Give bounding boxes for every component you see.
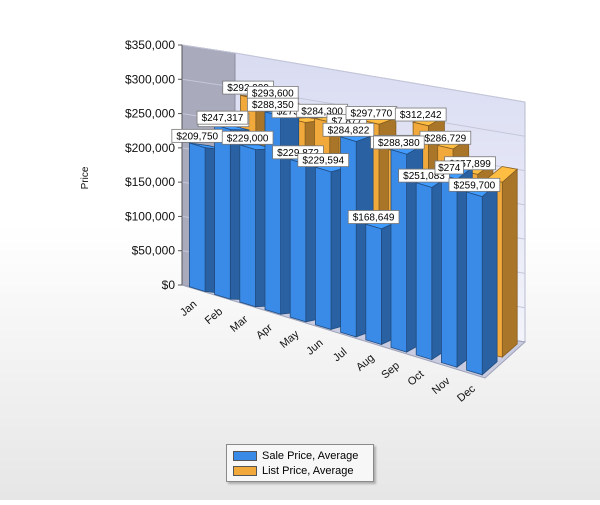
legend-label-list: List Price, Average <box>262 464 354 477</box>
x-tick-label: Jan <box>178 298 199 319</box>
x-tick-label: May <box>278 328 302 351</box>
data-label-box <box>196 110 249 125</box>
x-tick-label: Oct <box>406 368 427 388</box>
data-label-text: $297,770 <box>351 108 393 119</box>
data-label: $229,594 <box>297 153 350 167</box>
x-tick-label: Aug <box>354 352 377 374</box>
legend-swatch-sale <box>233 450 257 461</box>
data-label-box <box>297 153 350 167</box>
data-label-box <box>373 135 425 150</box>
y-tick-label: $150,000 <box>125 175 175 189</box>
x-tick-label: Dec <box>455 383 478 405</box>
x-tick-label: Mar <box>228 313 250 335</box>
x-tick-label: Sep <box>379 360 402 382</box>
data-label: $286,729 <box>419 130 472 145</box>
bar-front <box>415 182 433 361</box>
data-label-text: $288,350 <box>252 100 294 111</box>
data-label-text: $7,877 <box>331 116 362 127</box>
legend-item-list: List Price, Average <box>233 463 373 478</box>
bar-front <box>214 124 231 300</box>
bar <box>465 179 498 376</box>
data-label: $259,700 <box>448 177 501 192</box>
data-label-text: $293,600 <box>252 88 294 99</box>
y-tick-label: $350,000 <box>125 38 175 52</box>
data-label: $247,317 <box>196 110 249 125</box>
data-label-text: $229,000 <box>227 133 269 144</box>
bar-front <box>314 166 332 330</box>
x-tick-label: Jun <box>304 337 325 358</box>
bar-side <box>481 182 498 376</box>
data-label-text: $247,317 <box>202 113 244 124</box>
data-label-box <box>394 107 447 122</box>
data-label-text: $209,750 <box>176 131 218 142</box>
y-tick-label: $100,000 <box>125 209 175 223</box>
data-label: $274 <box>434 160 464 175</box>
legend-item-sale: Sale Price, Average <box>233 448 373 463</box>
bar-front <box>289 158 307 323</box>
y-tick-label: $200,000 <box>125 141 175 155</box>
data-label-box <box>434 160 464 175</box>
data-label: $284,822 <box>322 122 375 137</box>
y-tick-label: $250,000 <box>125 107 175 121</box>
data-label: $312,242 <box>394 107 447 122</box>
legend-label-sale: Sale Price, Average <box>262 449 359 462</box>
bar-front <box>466 191 483 376</box>
bar-front <box>188 142 206 293</box>
data-label-text: $257,899 <box>449 159 491 170</box>
data-labels: $237,132$292,999$293,600$275,273$284,300… <box>171 80 501 224</box>
legend-swatch-list <box>233 465 257 476</box>
data-label-text: $251,083 <box>403 171 445 182</box>
data-label-text: $286,729 <box>425 133 467 144</box>
legend: Sale Price, Average List Price, Average <box>226 444 374 482</box>
bar <box>339 131 375 338</box>
data-label-text: $168,649 <box>353 213 395 224</box>
data-label: $209,750 <box>171 128 224 143</box>
data-label-box <box>322 122 375 137</box>
data-label: $168,649 <box>347 210 400 224</box>
y-tick-label: $300,000 <box>125 72 175 86</box>
data-label: $297,770 <box>345 106 398 120</box>
y-tick-label: $50,000 <box>132 244 176 258</box>
bar-front <box>239 144 256 308</box>
bar-front <box>365 223 382 346</box>
y-axis: $0 $50,000 $100,000 $150,000 $200,000 $250,00… <box>80 38 183 292</box>
data-label: $288,380 <box>373 135 425 150</box>
x-tick-label: Jul <box>331 346 349 364</box>
bar-front <box>340 136 357 338</box>
x-tick-label: Apr <box>254 322 275 342</box>
gridline <box>181 44 526 103</box>
x-tick-label: Feb <box>203 306 225 327</box>
data-label: $293,600 <box>246 86 299 100</box>
data-label: $288,350 <box>247 97 299 112</box>
bar-front <box>440 174 458 368</box>
data-label-text: $259,700 <box>454 180 496 191</box>
bar-side <box>501 168 518 358</box>
data-label-box <box>247 97 299 112</box>
data-label-text: $229,594 <box>302 156 344 167</box>
data-label-text: $288,380 <box>378 138 420 149</box>
data-label-box <box>221 130 274 145</box>
data-label-box <box>347 210 400 224</box>
data-label-text: $284,300 <box>301 106 343 117</box>
data-label-text: $274 <box>438 163 461 174</box>
data-label: $229,000 <box>221 130 274 145</box>
data-label-text: $312,242 <box>400 110 442 121</box>
y-tick-label: $0 <box>162 278 176 292</box>
data-label-box <box>448 177 501 192</box>
x-tick-label: Nov <box>430 375 453 397</box>
y-axis-title: Price <box>80 166 91 189</box>
data-label-text: $284,822 <box>328 125 370 136</box>
